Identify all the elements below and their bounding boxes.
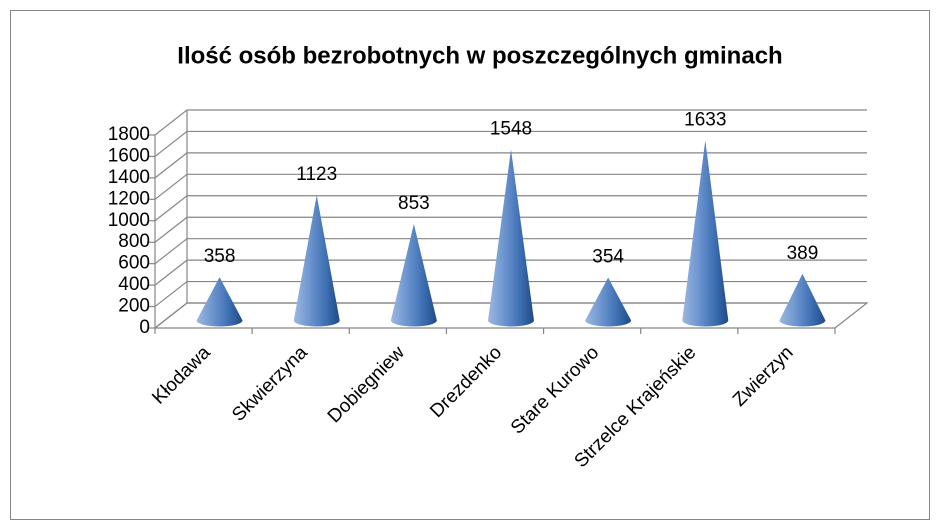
data-label: 1123 [296, 164, 337, 185]
grid-line [154, 109, 867, 136]
cone [390, 224, 437, 327]
cone [779, 273, 826, 327]
y-tick-label: 1400 [108, 167, 150, 188]
cone-part [585, 277, 632, 327]
y-tick-label: 0 [139, 317, 150, 338]
y-tick-label: 200 [118, 296, 150, 317]
y-tick-label: 400 [118, 274, 150, 295]
grid-line [154, 280, 867, 308]
cone-part [293, 195, 340, 327]
data-label: 853 [398, 193, 430, 214]
grid-line [154, 259, 867, 286]
cone-part [488, 149, 534, 327]
grid-line [154, 302, 867, 329]
cone [196, 277, 243, 327]
y-tick-label: 1800 [108, 124, 150, 145]
cone [682, 140, 729, 327]
chart-border [10, 10, 930, 520]
cone-part [682, 140, 729, 327]
cone-part [390, 224, 437, 327]
grid-line [154, 195, 867, 222]
data-label: 358 [204, 246, 236, 267]
y-tick-label: 1200 [108, 188, 150, 209]
cone [585, 277, 632, 327]
grid-line [154, 130, 867, 157]
data-label: 1633 [684, 109, 726, 130]
grid-line [154, 152, 867, 179]
data-label: 354 [592, 247, 624, 268]
cone [293, 195, 340, 327]
data-label: 389 [787, 243, 819, 264]
y-tick-label: 1600 [108, 145, 150, 166]
y-tick-label: 800 [118, 231, 150, 252]
y-tick-label: 600 [118, 253, 150, 274]
cone [488, 149, 534, 327]
grid-line [154, 173, 867, 200]
y-tick-label: 1000 [108, 210, 150, 231]
data-label: 1548 [490, 119, 532, 140]
chart-title: Ilość osób bezrobotnych w poszczególnych… [177, 42, 782, 69]
grid-line [154, 216, 867, 243]
cone-part [196, 277, 243, 327]
cone-part [779, 273, 826, 327]
grid-line [154, 238, 867, 265]
